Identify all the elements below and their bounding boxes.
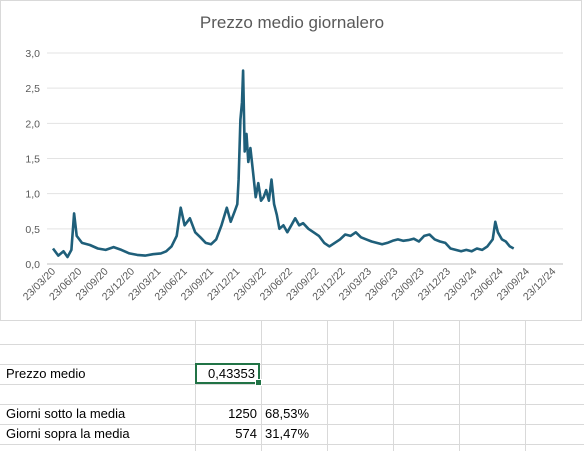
selected-cell[interactable] [195,363,262,386]
chart-plot-area: 0,00,51,01,52,02,53,023/03/2023/06/2023/… [21,48,563,303]
row-line [0,424,584,425]
row-line [0,364,584,365]
giorni-sotto-count[interactable]: 1250 [228,406,257,421]
giorni-sotto-label[interactable]: Giorni sotto la media [6,406,126,421]
row-line [0,344,584,345]
giorni-sopra-label[interactable]: Giorni sopra la media [6,426,130,441]
y-tick-label: 2,0 [25,118,40,130]
row-line [0,404,584,405]
y-tick-label: 0,5 [25,224,40,236]
y-tick-label: 1,5 [25,154,40,166]
y-tick-label: 3,0 [25,48,40,60]
giorni-sopra-count[interactable]: 574 [235,426,257,441]
y-tick-label: 1,0 [25,189,40,201]
giorni-sotto-pct[interactable]: 68,53% [265,406,310,421]
series-line [51,69,515,259]
giorni-sopra-pct[interactable]: 31,47% [265,426,310,441]
row-line [0,444,584,445]
row-line [0,384,584,385]
prezzo-medio-label[interactable]: Prezzo medio [6,366,86,381]
line-chart[interactable]: Prezzo medio giornalero 0,0 0,5 1,0 1,5 2,0 2… [0,0,582,321]
chart-title: Prezzo medio giornalero [199,13,385,32]
y-tick-label: 2,5 [25,83,40,95]
prezzo-medio-value[interactable]: 0,43353 [208,366,255,381]
fill-handle[interactable] [255,379,262,386]
y-tick-label: 0,0 [25,259,40,271]
